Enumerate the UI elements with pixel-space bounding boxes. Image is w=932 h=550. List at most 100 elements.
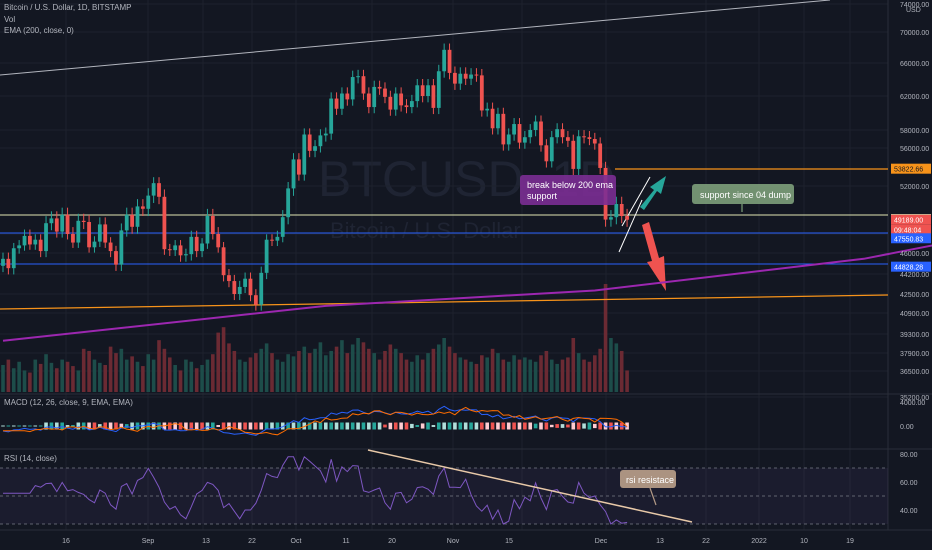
volume-bar — [415, 355, 420, 392]
candle — [264, 239, 269, 273]
candle — [22, 235, 27, 246]
candle — [119, 230, 124, 265]
macd-histogram-bar — [259, 422, 264, 430]
orange-trend-line — [0, 294, 889, 310]
time-tick-label: 20 — [388, 538, 396, 545]
macd-histogram-bar — [248, 422, 253, 430]
candle — [404, 105, 409, 108]
candle — [216, 234, 221, 248]
volume-bar — [593, 355, 597, 392]
volume-bar — [490, 348, 495, 392]
volume-bar — [76, 370, 81, 392]
volume-bar — [237, 359, 242, 392]
macd-histogram-bar — [17, 425, 21, 427]
volume-bar — [560, 359, 565, 392]
volume-bar — [377, 359, 382, 392]
macd-histogram-bar — [404, 422, 409, 430]
macd-histogram-bar — [350, 422, 355, 430]
time-tick-label: 22 — [248, 538, 256, 545]
volume-bar — [232, 350, 237, 392]
candle — [178, 245, 183, 256]
price-axis: 35200.00 36500.00 37900.00 39300.00 40900.00… — [891, 2, 931, 515]
macd-histogram-bar — [232, 422, 237, 430]
macd-histogram-bar — [49, 422, 54, 430]
candle — [1, 258, 5, 266]
candle — [38, 239, 43, 252]
macd-histogram-bar — [576, 422, 581, 430]
volume-bar — [124, 359, 129, 392]
candle — [248, 278, 253, 296]
volume-bar — [55, 368, 59, 392]
volume-bar — [506, 361, 511, 392]
candle — [598, 143, 603, 168]
volume-bar — [151, 359, 156, 392]
macd-histogram-bar — [291, 422, 296, 430]
candle — [377, 86, 382, 89]
macd-histogram-bar — [76, 422, 81, 430]
candle — [496, 113, 500, 129]
volume-bar — [216, 332, 220, 392]
macd-pane — [1, 405, 629, 436]
volume-bar — [496, 353, 500, 392]
candle — [506, 134, 511, 145]
candle — [194, 236, 199, 252]
macd-histogram-bar — [619, 422, 624, 430]
candle — [205, 216, 210, 244]
candle — [533, 121, 538, 130]
macd-histogram-bar — [130, 422, 134, 430]
volume-label: Vol — [4, 15, 16, 24]
volume-bar — [383, 350, 387, 392]
candle — [469, 74, 473, 79]
volume-bar — [264, 343, 269, 392]
volume-bar — [130, 356, 134, 392]
candle — [189, 236, 194, 255]
candle — [6, 258, 11, 269]
volume-bar — [420, 359, 425, 392]
macd-histogram-bar — [372, 422, 377, 430]
macd-histogram-bar — [254, 422, 258, 430]
candle — [210, 216, 215, 234]
candle — [243, 278, 247, 287]
price-tick-label: 44200.00 — [900, 272, 929, 279]
macd-histogram-bar — [393, 422, 398, 430]
volume-bar — [431, 348, 436, 392]
volume-bar — [571, 338, 576, 392]
candle — [582, 136, 586, 138]
volume-bar — [6, 359, 11, 392]
candle — [200, 243, 204, 252]
volume-bar — [81, 348, 86, 392]
ema-label: EMA (200, close, 0) — [4, 26, 74, 35]
volume-bar — [555, 363, 559, 392]
candle — [539, 121, 543, 146]
macd-histogram-bar — [6, 425, 11, 427]
candle — [566, 137, 570, 141]
volume-bar — [458, 357, 463, 392]
volume-bar — [205, 359, 210, 392]
volume-bar — [11, 368, 16, 392]
macd-histogram-bar — [609, 422, 613, 430]
macd-histogram-bar — [436, 422, 441, 430]
volume-bar — [544, 350, 549, 392]
ema-note-line1: break below 200 ema — [527, 180, 613, 190]
candle — [415, 85, 420, 102]
macd-histogram-bar — [506, 422, 511, 430]
price-tick-label: 66000.00 — [900, 61, 929, 68]
volume-bar — [22, 370, 27, 392]
candle — [463, 73, 468, 79]
candle — [609, 217, 613, 220]
candle — [431, 85, 436, 108]
candle — [576, 136, 581, 169]
macd-histogram-bar — [426, 422, 430, 430]
volume-bar — [194, 368, 199, 392]
macd-histogram-bar — [453, 422, 457, 430]
time-tick-label: 2022 — [751, 538, 767, 545]
macd-histogram-bar — [593, 423, 597, 429]
candle — [501, 113, 506, 145]
macd-tick-label: 4000.00 — [900, 400, 925, 407]
volume-bar — [539, 355, 543, 392]
candles — [1, 43, 629, 311]
macd-histogram-bar — [410, 423, 414, 429]
macd-histogram-bar — [92, 422, 97, 430]
volume-bar — [614, 343, 619, 392]
